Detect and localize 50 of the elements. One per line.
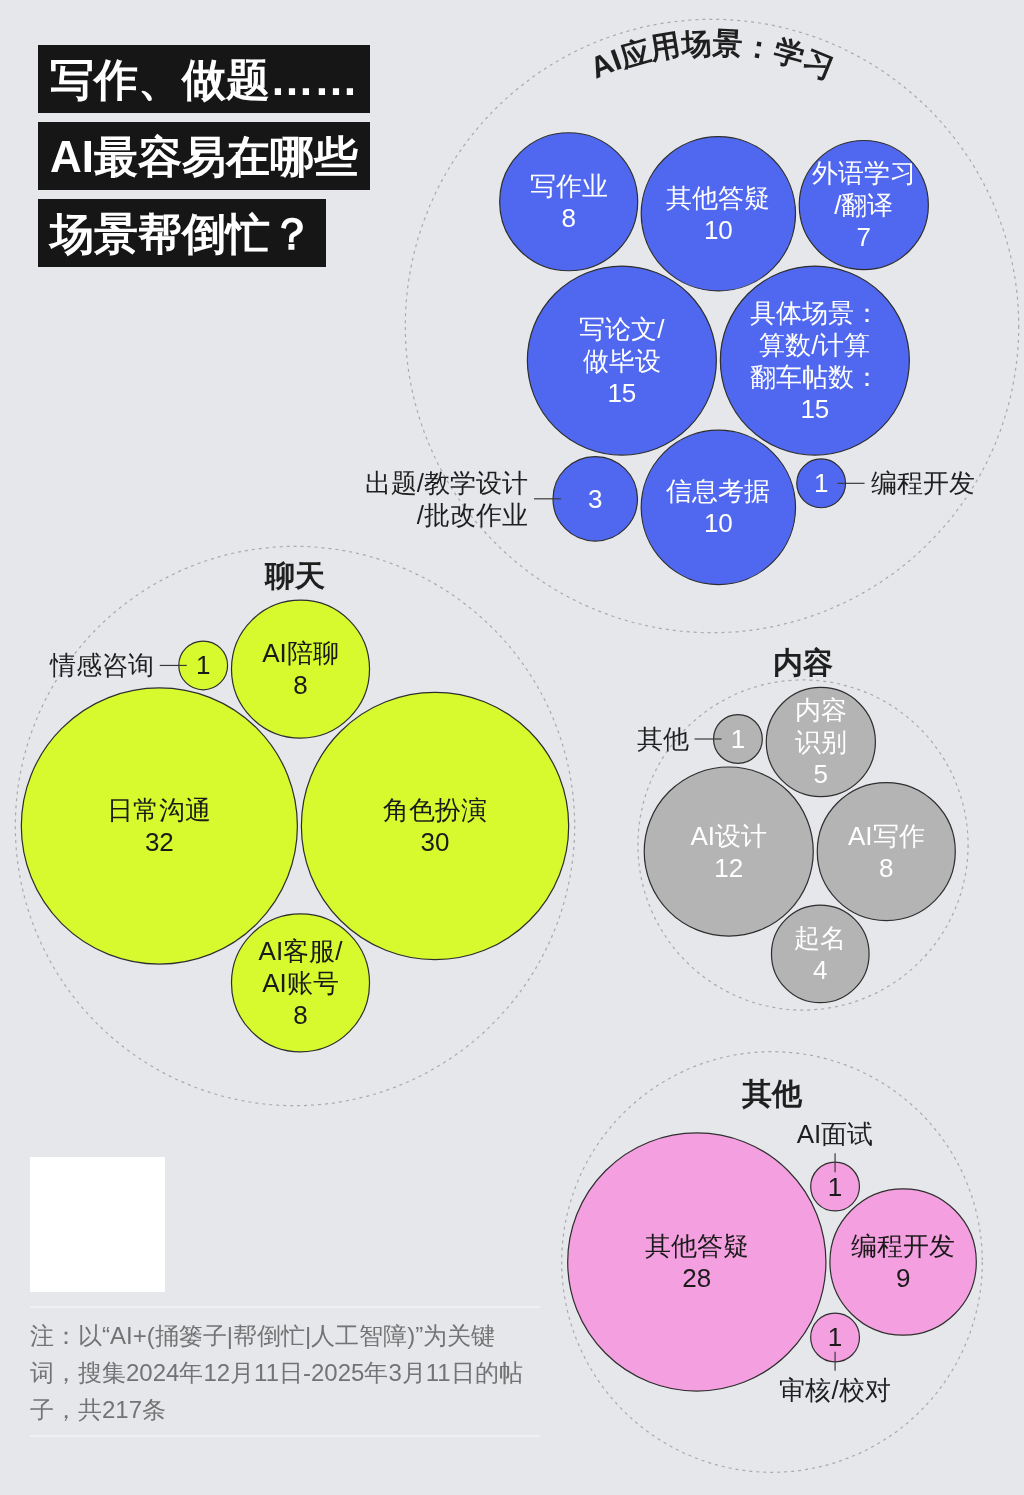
data-label: 7	[856, 222, 872, 253]
data-label: 8	[561, 202, 576, 233]
data-label: 1	[827, 1171, 843, 1202]
category-label: AI写作	[847, 820, 925, 851]
data-label: 10	[703, 508, 733, 539]
data-label: 30	[420, 827, 450, 857]
data-label: 1	[730, 723, 746, 754]
category-label: 其他答疑	[666, 182, 771, 213]
category-label: 审核/校对	[779, 1374, 891, 1405]
category-label: AI面试	[796, 1119, 874, 1150]
data-label: 5	[813, 759, 829, 790]
data-label: 32	[144, 827, 174, 857]
category-label: AI陪聊	[262, 638, 339, 669]
category-label: 情感咨询	[48, 650, 154, 681]
data-label: 4	[813, 954, 828, 985]
category-label: 内容识别	[794, 695, 847, 758]
text: 写作、做题……AI最容易在哪些场景帮倒忙？	[48, 54, 358, 258]
data-label: 1	[813, 468, 829, 499]
data-label: 1	[827, 1322, 843, 1353]
category-label: 具体场景：算数/计算	[749, 297, 880, 360]
category-label: 出题/教学设计/批改作业	[364, 467, 528, 530]
data-label: 10	[703, 214, 733, 245]
text: 聊天	[264, 559, 325, 593]
text: 其他	[741, 1077, 803, 1111]
data-label: 8	[293, 999, 308, 1030]
data-label: 15	[607, 377, 637, 408]
category-label: 编程开发	[870, 468, 975, 499]
category-label: AI客服/AI账号	[258, 935, 344, 998]
text: 注：以“AI+(捅篓子|帮倒忙|人工智障)”为关键词，搜集2024年12月11日-2025年3月11日的帖子，共217条	[30, 1322, 523, 1423]
data-label: 翻车帖数：15	[749, 361, 880, 424]
category-label: 起名	[794, 922, 847, 953]
category-label: 日常沟通	[107, 795, 212, 825]
data-label: 3	[588, 483, 603, 514]
text: AI应用场景：学习	[585, 25, 839, 85]
category-label: 其他答疑	[644, 1231, 749, 1261]
data-label: 8	[879, 852, 894, 883]
data-label: 1	[195, 650, 211, 681]
category-label: 信息考据	[666, 476, 771, 507]
category-label: 写论文/做毕设	[579, 313, 666, 376]
category-label: 其他	[636, 723, 689, 754]
category-label: 写作业	[529, 170, 608, 201]
text: 内容	[773, 646, 833, 680]
data-label: 9	[895, 1263, 911, 1293]
category-label: 角色扮演	[383, 795, 488, 825]
category-label: 编程开发	[851, 1231, 956, 1261]
data-label: 8	[293, 670, 308, 701]
data-label: 12	[714, 852, 744, 883]
category-label: AI设计	[690, 820, 768, 851]
category-label: 外语学习/翻译	[811, 158, 916, 221]
data-label: 28	[682, 1263, 712, 1293]
